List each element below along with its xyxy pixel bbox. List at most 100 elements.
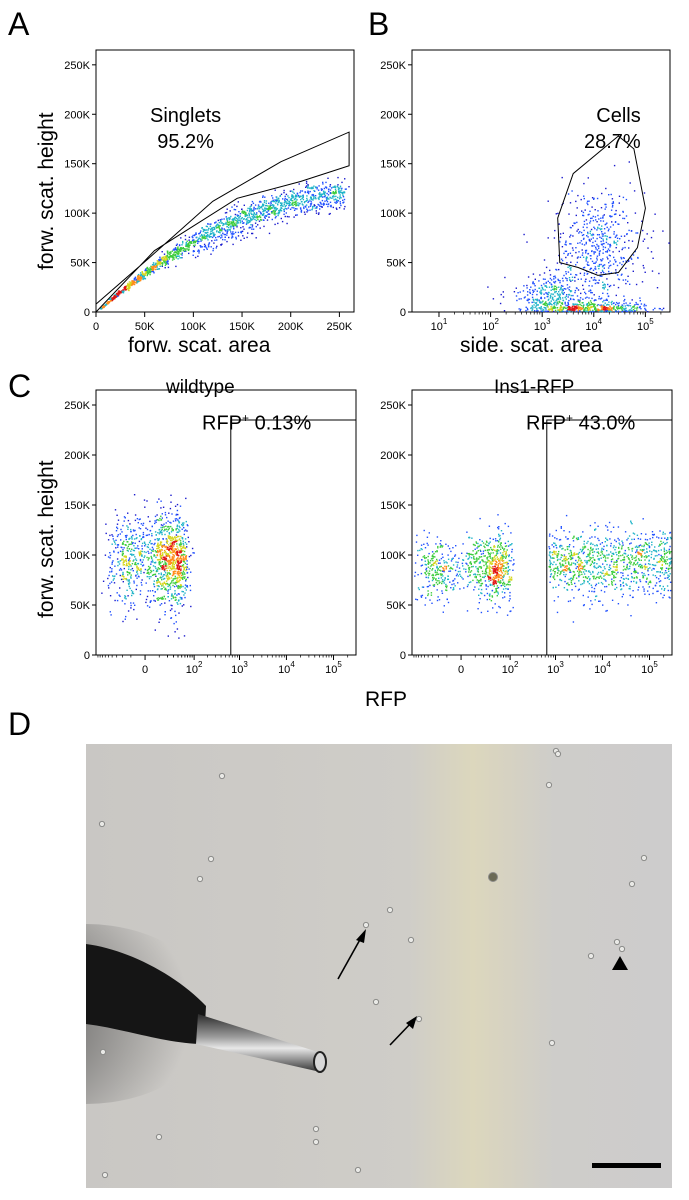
data-point bbox=[156, 260, 158, 262]
data-point bbox=[135, 537, 137, 540]
data-point bbox=[303, 211, 306, 213]
data-point bbox=[260, 212, 262, 214]
data-point bbox=[156, 514, 158, 516]
data-point bbox=[594, 279, 596, 281]
data-point bbox=[173, 559, 175, 562]
data-point bbox=[627, 305, 630, 307]
data-point bbox=[149, 529, 152, 532]
data-point bbox=[602, 215, 604, 217]
data-point bbox=[121, 558, 123, 560]
data-point bbox=[193, 245, 196, 248]
data-point bbox=[269, 205, 271, 207]
data-point bbox=[565, 256, 567, 259]
data-point bbox=[176, 565, 179, 568]
data-point bbox=[181, 577, 183, 579]
data-point bbox=[554, 307, 556, 309]
data-point bbox=[130, 577, 132, 579]
data-point bbox=[427, 594, 429, 597]
data-point bbox=[234, 209, 237, 211]
data-point bbox=[446, 585, 448, 587]
data-point bbox=[136, 547, 138, 549]
data-point bbox=[567, 302, 569, 305]
data-point bbox=[154, 520, 156, 522]
data-point bbox=[322, 203, 324, 205]
data-point bbox=[239, 215, 241, 218]
data-point bbox=[549, 297, 552, 299]
data-point bbox=[161, 517, 163, 519]
data-point bbox=[139, 554, 141, 557]
data-point bbox=[160, 544, 163, 546]
data-point bbox=[176, 579, 178, 581]
data-point bbox=[207, 223, 209, 225]
data-point bbox=[139, 558, 142, 561]
data-point bbox=[188, 568, 190, 570]
data-point bbox=[615, 271, 617, 273]
data-point bbox=[550, 289, 552, 291]
data-point bbox=[171, 547, 173, 549]
data-point bbox=[541, 287, 544, 289]
data-point bbox=[166, 530, 168, 533]
data-point bbox=[614, 213, 617, 215]
data-point bbox=[155, 262, 157, 264]
data-point bbox=[179, 546, 181, 548]
data-point bbox=[618, 278, 621, 281]
data-point bbox=[291, 194, 293, 197]
data-point bbox=[576, 261, 578, 264]
data-point bbox=[172, 596, 175, 599]
data-point bbox=[226, 230, 229, 232]
data-point bbox=[334, 198, 337, 200]
data-point bbox=[152, 548, 154, 550]
data-point bbox=[557, 309, 559, 311]
data-point bbox=[286, 202, 288, 204]
data-point bbox=[567, 287, 569, 289]
data-point bbox=[606, 303, 609, 306]
data-point bbox=[582, 267, 585, 269]
data-point bbox=[165, 263, 167, 265]
data-point bbox=[343, 198, 346, 201]
data-point bbox=[599, 228, 602, 231]
data-point bbox=[181, 554, 183, 556]
data-point bbox=[513, 563, 515, 565]
data-point bbox=[173, 248, 175, 250]
data-point bbox=[119, 567, 122, 570]
data-point bbox=[274, 208, 276, 210]
data-point bbox=[526, 284, 528, 287]
data-point bbox=[262, 195, 264, 197]
data-point bbox=[554, 306, 556, 309]
data-point bbox=[602, 284, 604, 287]
data-point bbox=[593, 304, 595, 306]
data-point bbox=[158, 585, 160, 588]
data-point bbox=[609, 305, 611, 307]
data-point bbox=[309, 209, 311, 211]
data-point bbox=[181, 528, 183, 530]
data-point bbox=[337, 186, 339, 189]
data-point bbox=[569, 297, 572, 300]
data-point bbox=[134, 563, 136, 566]
data-point bbox=[320, 195, 323, 198]
data-point bbox=[598, 254, 601, 256]
data-point bbox=[567, 254, 569, 256]
data-point bbox=[582, 306, 584, 308]
data-point bbox=[138, 278, 140, 280]
data-point bbox=[176, 545, 178, 547]
data-point bbox=[552, 310, 555, 313]
data-point bbox=[173, 252, 175, 254]
data-point bbox=[604, 307, 606, 309]
data-point bbox=[153, 573, 155, 576]
data-point bbox=[272, 204, 275, 206]
data-point bbox=[582, 252, 584, 254]
data-point bbox=[167, 596, 169, 598]
data-point bbox=[180, 257, 183, 259]
data-point bbox=[534, 306, 536, 309]
data-point bbox=[174, 631, 176, 633]
data-point bbox=[159, 549, 161, 551]
data-point bbox=[623, 308, 626, 311]
data-point bbox=[175, 534, 178, 536]
data-point bbox=[157, 551, 159, 554]
data-point bbox=[557, 212, 559, 215]
data-point bbox=[176, 602, 178, 604]
data-point bbox=[132, 570, 134, 572]
data-point bbox=[574, 303, 576, 305]
data-point bbox=[539, 291, 541, 293]
